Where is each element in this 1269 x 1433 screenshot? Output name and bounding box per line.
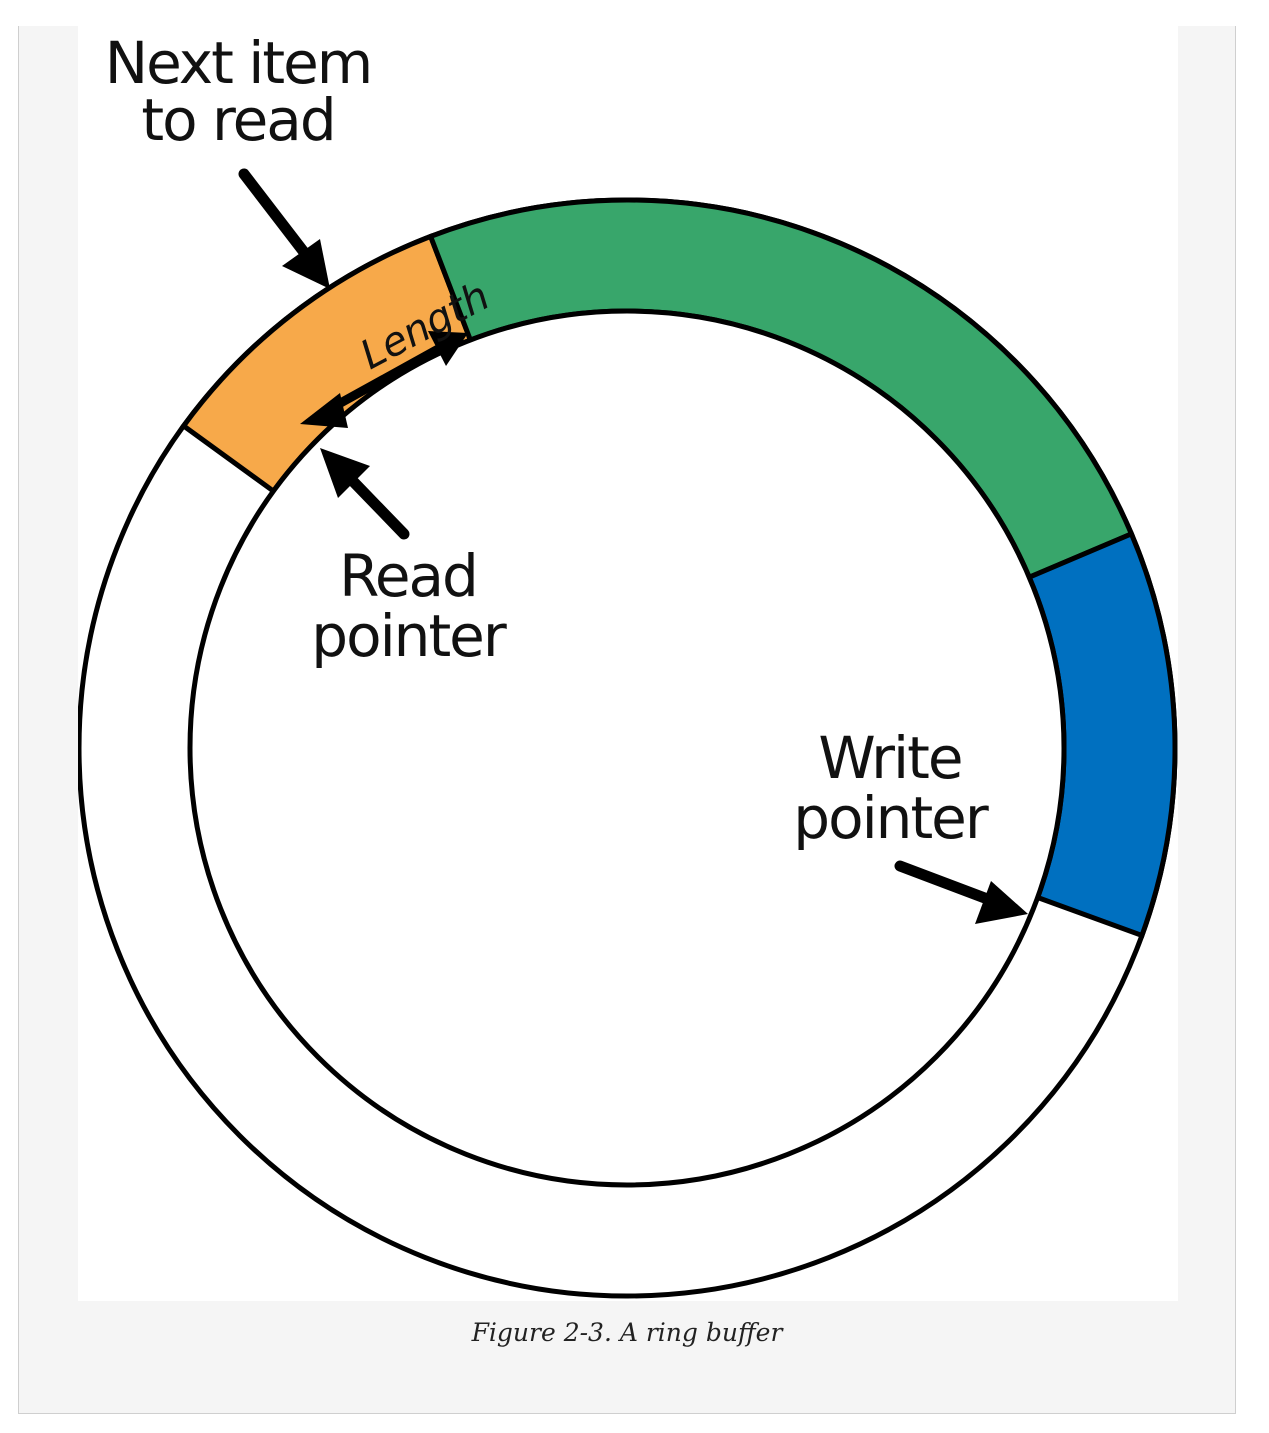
write-pointer-label-line2: pointer (793, 784, 989, 852)
next-item-label-line1: Next item (105, 29, 372, 97)
ring-inner-edge (187, 308, 1067, 1188)
ring-buffer-diagram: Length Next item to read Read pointer Wr… (78, 29, 1178, 1299)
length-double-arrow (300, 331, 468, 428)
next-item-label-line2: to read (141, 86, 334, 154)
read-pointer-label-line2: pointer (311, 602, 507, 670)
read-pointer-label-line1: Read (339, 542, 477, 610)
next-item-arrow (238, 168, 330, 289)
write-pointer-label-line1: Write (818, 724, 961, 792)
write-pointer-arrow (894, 860, 1028, 924)
read-pointer-arrow (320, 448, 410, 540)
figure-caption: Figure 2-3. A ring buffer (471, 1318, 783, 1347)
ring-buffer-figure: Length Next item to read Read pointer Wr… (78, 26, 1178, 1301)
